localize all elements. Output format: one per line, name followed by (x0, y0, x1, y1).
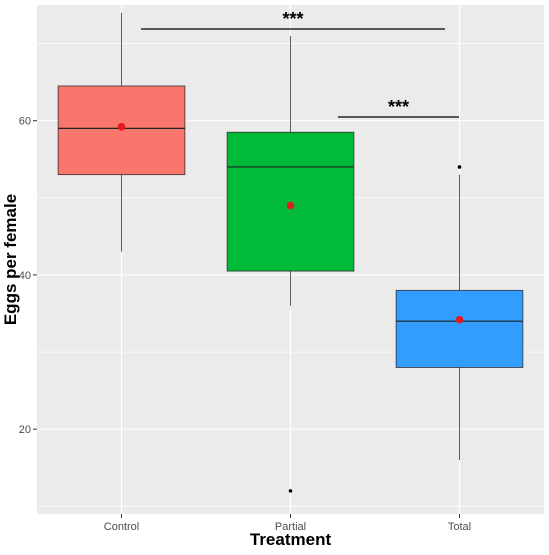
x-tick-label: Partial (275, 521, 306, 533)
y-tick-label: 60 (19, 116, 31, 128)
mean-point (286, 201, 295, 210)
mean-point (117, 123, 126, 131)
box-total (395, 289, 524, 368)
boxes (57, 85, 524, 368)
whiskers (121, 12, 460, 461)
x-tick-label: Total (448, 521, 471, 533)
x-axis-title: Treatment (250, 530, 332, 549)
axes: 20 40 60 Control Partial Total (19, 116, 471, 533)
points (117, 123, 464, 493)
significance-brackets: *** *** (141, 9, 459, 118)
significance-label: *** (388, 97, 409, 117)
outlier-point (288, 489, 293, 493)
x-tick-label: Control (104, 521, 139, 533)
y-tick-label: 40 (19, 270, 31, 282)
significance-label: *** (282, 9, 303, 29)
box-partial (226, 131, 355, 272)
y-tick-label: 20 (19, 424, 31, 436)
mean-point (455, 315, 464, 324)
outlier-point (457, 165, 462, 169)
y-axis-title: Eggs per female (1, 194, 20, 325)
